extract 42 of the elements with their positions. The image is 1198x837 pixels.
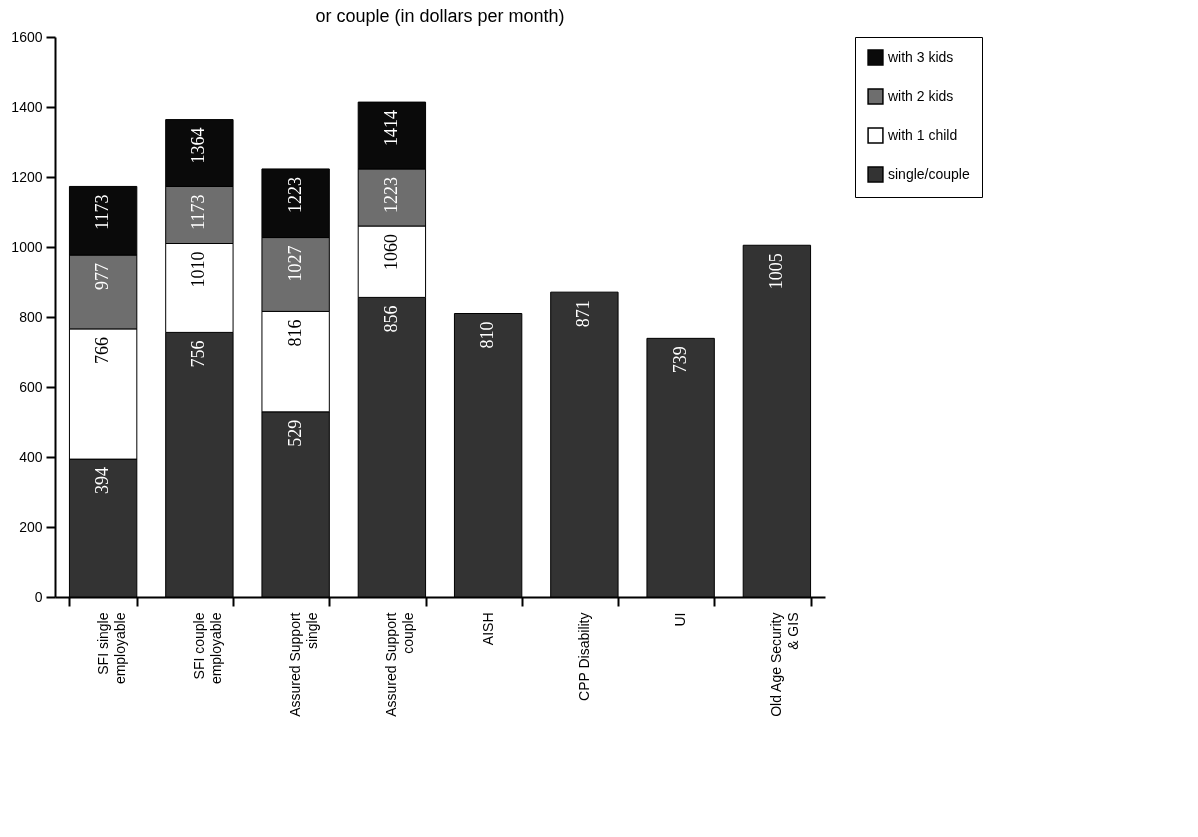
y-tick-label: 1000 (11, 238, 43, 255)
annotation: 856 (380, 305, 401, 333)
legend-label: single/couple (888, 165, 970, 182)
y-tick-label: 1400 (11, 98, 43, 115)
y-tick-label: 800 (19, 308, 43, 325)
y-tick-label: 400 (19, 448, 43, 465)
annotation: 1173 (92, 194, 113, 230)
annotation: 977 (92, 263, 113, 291)
legend-label: with 1 child (887, 126, 958, 143)
x-tick-label: Assured Support single (287, 612, 321, 717)
y-tick-label: 200 (19, 518, 43, 535)
annotation: 1060 (380, 234, 401, 270)
annotation: 1005 (765, 253, 786, 290)
annotation: 1223 (284, 176, 305, 213)
annotation: 1173 (188, 194, 209, 230)
annotation: 1414 (380, 110, 401, 147)
annotation: 1027 (284, 245, 305, 282)
annotation: 1364 (188, 127, 209, 164)
y-tick-label: 600 (19, 378, 43, 395)
x-tick-label: Old Age Security & GIS (768, 612, 802, 717)
x-tick-label: SFI couple employable (190, 612, 224, 685)
annotation: 871 (573, 300, 594, 328)
annotation: 1223 (380, 176, 401, 213)
annotation: 756 (188, 340, 209, 368)
annotation: 810 (477, 321, 498, 349)
x-tick-label: UI (672, 612, 689, 627)
x-tick-label: CPP Disability (575, 612, 592, 701)
annotation: 529 (284, 419, 305, 447)
x-tick-label: SFI single employable (94, 612, 128, 685)
y-tick-label: 0 (34, 588, 43, 605)
annotation: 816 (284, 319, 305, 347)
y-tick-label: 1600 (11, 28, 43, 45)
chart-title: or couple (in dollars per month) (315, 6, 565, 26)
x-tick-label: Assured Support couple (383, 612, 417, 717)
y-tick-label: 1200 (11, 168, 43, 185)
annotation: 766 (92, 336, 113, 364)
annotation: 1010 (188, 251, 209, 288)
annotation: 394 (92, 467, 113, 495)
legend-label: with 3 kids (887, 48, 954, 65)
x-tick-label: AISH (479, 612, 496, 646)
legend-label: with 2 kids (887, 87, 954, 104)
annotation: 739 (669, 346, 690, 374)
